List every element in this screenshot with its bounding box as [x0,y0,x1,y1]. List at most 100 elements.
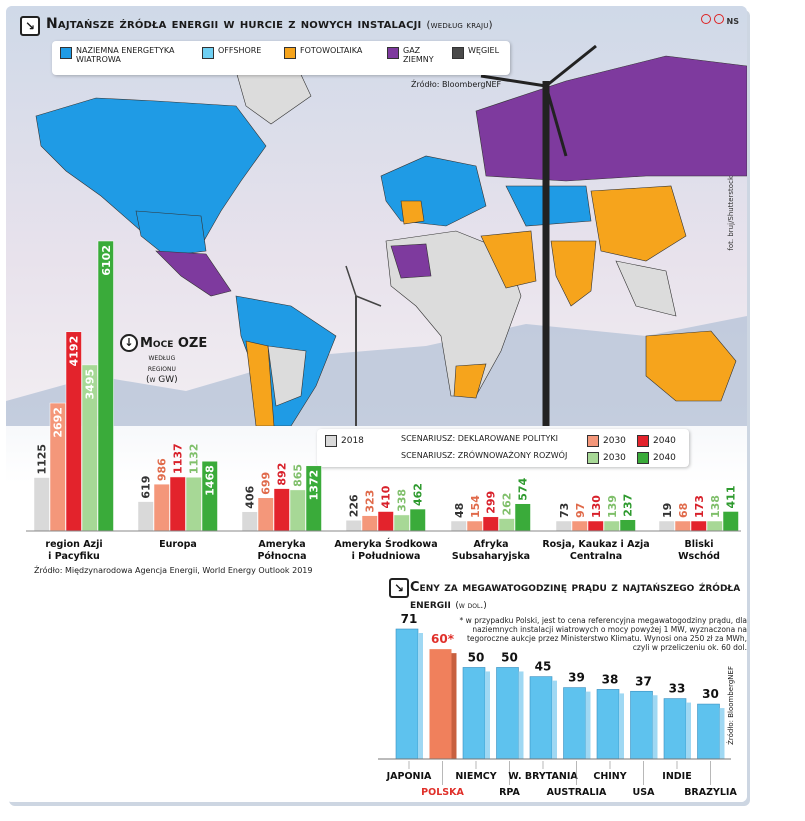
bar-mark [466,520,483,532]
bar-value-label: 73 [558,503,571,518]
bar-value-label: 1132 [188,444,201,475]
legend-swatch [202,47,214,59]
bar-value-label: 97 [574,503,587,518]
bar-value-label: 699 [260,472,273,495]
legend-swatch [587,452,599,464]
price-bar-side [552,680,557,759]
bar-mark [674,520,691,532]
world-map [6,6,747,426]
bar-mark [33,477,50,532]
legend-declared: scenariusz: deklarowane polityki [401,434,559,443]
bar-mark [361,515,378,532]
price-category-label: INDIE [662,771,691,782]
bar-mark [137,501,154,532]
bar-mark [555,520,572,532]
bar-value-label: 138 [709,495,722,518]
legend-decl-2040: 2040 [637,434,676,447]
price-bar [596,689,620,760]
bar-value-label: 6102 [100,245,113,276]
legend-swatch [387,47,399,59]
category-label: Rosja, Kaukaz i Azja [542,539,649,550]
bar-value-label: 986 [156,458,169,481]
category-label: i Południowa [352,551,421,561]
price-bar [429,649,452,759]
price-bar-side [619,693,624,759]
bar-mark [498,518,515,532]
bar-value-label: 1468 [204,465,217,496]
bar-value-label: 3495 [84,369,97,400]
bar-mark [97,240,114,532]
price-value-label: 71 [401,612,418,626]
main-title: Najtańsze źródła energii w hurcie z nowy… [46,16,493,32]
price-bar-side [686,702,691,759]
legend-decl-2030: 2030 [587,434,626,447]
price-value-label: 30 [702,687,719,701]
bar-mark [345,520,362,532]
bar-mark [587,520,604,532]
category-label: i Pacyfiku [48,551,100,561]
legend-item-offshore: Offshore [202,46,261,59]
price-category-label: USA [633,787,656,798]
bar-mark [241,511,258,532]
price-bar-side [719,708,725,759]
prices-title: Ceny za megawatogodzinę prądu z najtańsz… [410,580,741,612]
bar-value-label: 338 [396,489,409,512]
price-bar [663,698,687,760]
bar-value-label: 2692 [52,407,65,438]
legend-sustainable: scenariusz: zrównoważony rozwój [401,451,568,460]
bar-mark [603,520,620,532]
bar-mark [450,520,467,532]
bar-mark [658,520,675,532]
bar-mark [185,476,202,532]
price-bar-side [451,653,457,759]
price-value-label: 50 [501,650,518,664]
bar-value-label: 154 [469,495,482,518]
legend-item-solar: Fotowoltaika [284,46,362,59]
category-label: Wschód [678,551,720,561]
map-legend: Naziemna energetyka wiatrowa Offshore Fo… [52,41,510,75]
price-category-label: BRAZYLIA [684,787,737,798]
price-bar-side [418,633,423,759]
legend-item-onshore-wind: Naziemna energetyka wiatrowa [60,46,200,64]
category-label: Bliski [685,539,714,550]
bar-value-label: 19 [661,503,674,518]
bar-mark [619,519,636,532]
bar-value-label: 574 [517,477,530,500]
legend-swatch [637,435,649,447]
price-value-label: 45 [535,660,552,674]
bar-value-label: 410 [380,485,393,508]
price-bar [563,687,586,760]
bar-value-label: 865 [292,464,305,487]
price-category-label: NIEMCY [455,771,496,782]
price-bar [496,667,519,760]
legend-swatch [452,47,464,59]
price-value-label: 38 [602,672,619,686]
legend-swatch [60,47,72,59]
oze-title: Moce OZE [140,336,208,351]
legend-swatch [284,47,296,59]
bar-value-label: 237 [622,494,635,517]
oze-subtitle: według regionu (w GW) [146,353,178,385]
price-bar [630,690,653,760]
price-bar-side [585,691,591,759]
bar-mark [289,489,306,532]
legend-swatch [587,435,599,447]
price-bar [697,703,720,760]
bar-mark [153,483,170,532]
bar-mark [722,511,739,532]
price-bar-side [652,695,658,759]
price-bar [462,667,486,760]
oze-legend: 2018 scenariusz: deklarowane polityki 20… [317,429,689,467]
legend-2018: 2018 [325,434,364,447]
bar-mark [571,520,588,532]
bar-value-label: 173 [693,495,706,518]
bar-mark [706,520,723,532]
bar-mark [393,514,410,532]
price-value-label: 33 [669,682,686,696]
price-value-label: 37 [635,674,652,688]
price-category-label: AUSTRALIA [547,787,607,798]
price-bar-side [518,671,524,759]
infographic-frame: ↘ Najtańsze źródła energii w hurcie z no… [6,6,747,802]
category-label: Centralna [570,551,622,561]
bar-mark [169,476,186,532]
